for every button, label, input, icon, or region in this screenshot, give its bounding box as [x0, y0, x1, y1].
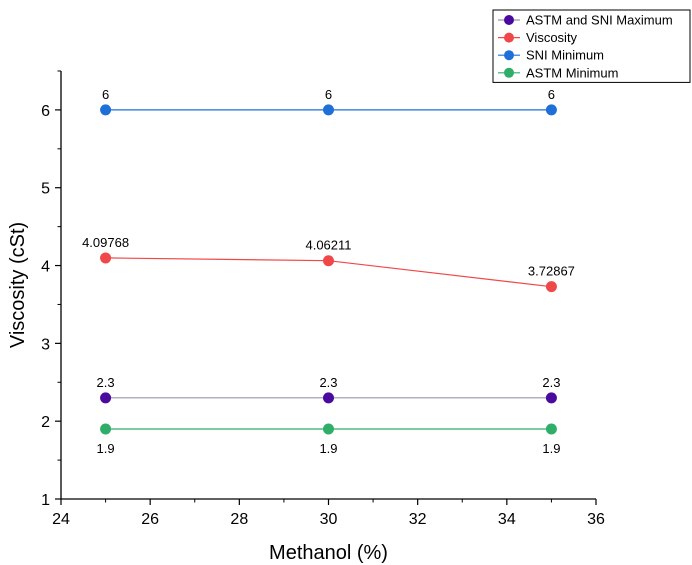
series-astm-minimum: 1.9 1.9 1.9 [97, 423, 560, 456]
data-label: 4.09768 [82, 235, 129, 250]
x-axis-title: Methanol (%) [269, 542, 388, 564]
x-tick-label: 28 [230, 511, 248, 528]
data-point [545, 392, 557, 404]
legend-marker [504, 32, 514, 43]
data-point [323, 392, 334, 404]
legend-marker [504, 15, 514, 25]
y-tick-label: 6 [41, 103, 50, 120]
legend-item: SNI Minimum [498, 48, 604, 63]
data-point [100, 252, 112, 264]
data-point [545, 104, 557, 116]
x-tick-label: 24 [52, 511, 70, 528]
data-label: 6 [102, 87, 109, 102]
x-tick-label: 26 [141, 511, 159, 528]
y-tick-label: 1 [41, 492, 50, 509]
legend-item: ASTM Minimum [498, 65, 618, 80]
legend-label: ASTM Minimum [526, 65, 618, 80]
data-point [100, 104, 112, 116]
data-label: 3.72867 [528, 264, 575, 279]
data-label: 2.3 [319, 375, 337, 390]
data-label: 2.3 [97, 375, 115, 390]
axes [60, 71, 596, 500]
data-label: 1.9 [97, 441, 115, 456]
legend-box [492, 9, 691, 83]
legend-item: Viscosity [498, 30, 578, 45]
y-tick-label: 3 [41, 336, 50, 353]
data-label: 6 [548, 87, 555, 102]
series-astm-and-sni-maximum: 2.3 2.3 2.3 [97, 375, 560, 404]
data-point [100, 423, 112, 435]
data-point [323, 104, 334, 116]
data-point [545, 423, 557, 435]
legend: ASTM and SNI Maximum Viscosity SNI Minimum… [492, 9, 691, 83]
data-point [323, 423, 334, 435]
x-ticks: 24 26 28 30 32 34 36 [52, 499, 605, 528]
y-tick-label: 5 [41, 181, 50, 198]
legend-label: ASTM and SNI Maximum [526, 13, 673, 28]
x-tick-label: 34 [498, 511, 516, 528]
x-tick-label: 36 [587, 511, 605, 528]
x-tick-label: 32 [409, 511, 427, 528]
data-label: 2.3 [542, 375, 560, 390]
data-label: 6 [325, 87, 332, 102]
y-axis-title: Viscosity (cSt) [7, 222, 29, 348]
legend-item: ASTM and SNI Maximum [498, 13, 673, 28]
data-point [323, 255, 334, 267]
data-point [545, 281, 557, 293]
legend-label: SNI Minimum [526, 48, 604, 63]
y-ticks: 1 2 3 4 5 6 [41, 70, 61, 509]
series-viscosity: 4.09768 4.06211 3.72867 [82, 235, 575, 293]
data-point [100, 392, 112, 404]
legend-marker [504, 50, 514, 61]
data-label: 4.06211 [305, 238, 351, 253]
x-tick-label: 30 [320, 511, 338, 528]
data-label: 1.9 [319, 441, 337, 456]
series-sni-minimum: 6 6 6 [100, 87, 557, 116]
y-tick-label: 2 [41, 414, 50, 431]
legend-marker [504, 67, 514, 78]
data-label: 1.9 [542, 441, 560, 456]
legend-label: Viscosity [526, 30, 578, 45]
y-tick-label: 4 [41, 259, 50, 276]
